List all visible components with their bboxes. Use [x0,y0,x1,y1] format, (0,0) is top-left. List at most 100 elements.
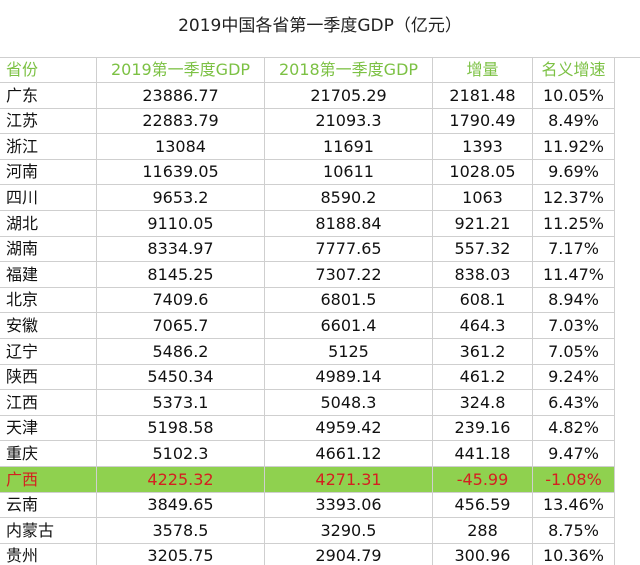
table-cell: 8145.25 [97,261,265,288]
table-cell: 7.17% [533,236,615,263]
table-cell: 江苏 [0,108,97,135]
table-cell: -1.08% [533,466,615,493]
table-cell: 辽宁 [0,338,97,365]
table-cell: 557.32 [433,236,533,263]
table-cell: 2181.48 [433,82,533,109]
table-cell: 13084 [97,133,265,160]
table-cell: 湖北 [0,210,97,237]
table-cell: 江西 [0,389,97,416]
table-cell: 838.03 [433,261,533,288]
table-cell: 324.8 [433,389,533,416]
table-cell: 461.2 [433,364,533,391]
table-cell: 8.49% [533,108,615,135]
table-cell: 4661.12 [265,441,433,467]
table-cell: 21093.3 [265,108,433,135]
table-cell: 6801.5 [265,287,433,314]
table-cell: 湖南 [0,236,97,263]
table-cell: 5125 [265,338,433,365]
table-cell: 福建 [0,261,97,288]
table-cell: 广东 [0,82,97,109]
table-cell: 广西 [0,466,97,493]
table-cell: 608.1 [433,287,533,314]
table-cell: 3393.06 [265,492,433,519]
table-cell: 11.92% [533,133,615,160]
table-cell: 贵州 [0,543,97,565]
table-cell: 11691 [265,133,433,160]
table-cell: 7.03% [533,313,615,339]
table-cell: 3290.5 [265,517,433,544]
table-cell: 239.16 [433,415,533,442]
table-cell: 1393 [433,133,533,160]
table-cell: 11.25% [533,210,615,237]
table-cell: 5450.34 [97,364,265,391]
sheet-title: 2019中国各省第一季度GDP（亿元） [0,0,640,58]
table-cell: 7.05% [533,338,615,365]
table-cell: 921.21 [433,210,533,237]
table-cell: 7065.7 [97,313,265,339]
table-cell: 4.82% [533,415,615,442]
table-cell: 4225.32 [97,466,265,493]
table-cell: 内蒙古 [0,517,97,544]
header-cell: 省份 [0,57,97,83]
table-cell: 441.18 [433,441,533,467]
table-cell: 5373.1 [97,389,265,416]
table-cell: 9.69% [533,159,615,186]
table-cell: 9.47% [533,441,615,467]
table-cell: 5048.3 [265,389,433,416]
table-cell: 天津 [0,415,97,442]
table-cell: 安徽 [0,313,97,339]
table-cell: 1063 [433,185,533,211]
table-cell: 3849.65 [97,492,265,519]
table-cell: 9.24% [533,364,615,391]
table-cell: 456.59 [433,492,533,519]
table-cell: 9653.2 [97,185,265,211]
table-cell: 22883.79 [97,108,265,135]
table-cell: 1028.05 [433,159,533,186]
table-cell: 5486.2 [97,338,265,365]
table-cell: 重庆 [0,441,97,467]
table-cell: 7307.22 [265,261,433,288]
table-cell: 300.96 [433,543,533,565]
table-cell: 1790.49 [433,108,533,135]
table-cell: 8188.84 [265,210,433,237]
table-cell: 21705.29 [265,82,433,109]
table-cell: 361.2 [433,338,533,365]
header-cell: 名义增速 [533,57,615,83]
table-cell: 10.05% [533,82,615,109]
table-cell: 陕西 [0,364,97,391]
header-cell: 2018第一季度GDP [265,57,433,83]
table-cell: 6.43% [533,389,615,416]
table-cell: 2904.79 [265,543,433,565]
table-cell: 河南 [0,159,97,186]
table-cell: 8.94% [533,287,615,314]
table-cell: 464.3 [433,313,533,339]
table-cell: -45.99 [433,466,533,493]
header-cell: 增量 [433,57,533,83]
table-cell: 5198.58 [97,415,265,442]
table-cell: 4959.42 [265,415,433,442]
table-cell: 9110.05 [97,210,265,237]
table-cell: 3205.75 [97,543,265,565]
table-cell: 8590.2 [265,185,433,211]
table-cell: 5102.3 [97,441,265,467]
table-cell: 浙江 [0,133,97,160]
table-cell: 4271.31 [265,466,433,493]
table-cell: 云南 [0,492,97,519]
header-cell: 2019第一季度GDP [97,57,265,83]
table-cell: 12.37% [533,185,615,211]
table-cell: 23886.77 [97,82,265,109]
table-cell: 8334.97 [97,236,265,263]
table-cell: 10611 [265,159,433,186]
table-cell: 8.75% [533,517,615,544]
table-cell: 7777.65 [265,236,433,263]
table-cell: 11.47% [533,261,615,288]
table-cell: 13.46% [533,492,615,519]
table-cell: 北京 [0,287,97,314]
table-cell: 288 [433,517,533,544]
table-cell: 10.36% [533,543,615,565]
table-cell: 3578.5 [97,517,265,544]
table-cell: 四川 [0,185,97,211]
table-cell: 6601.4 [265,313,433,339]
table-cell: 11639.05 [97,159,265,186]
